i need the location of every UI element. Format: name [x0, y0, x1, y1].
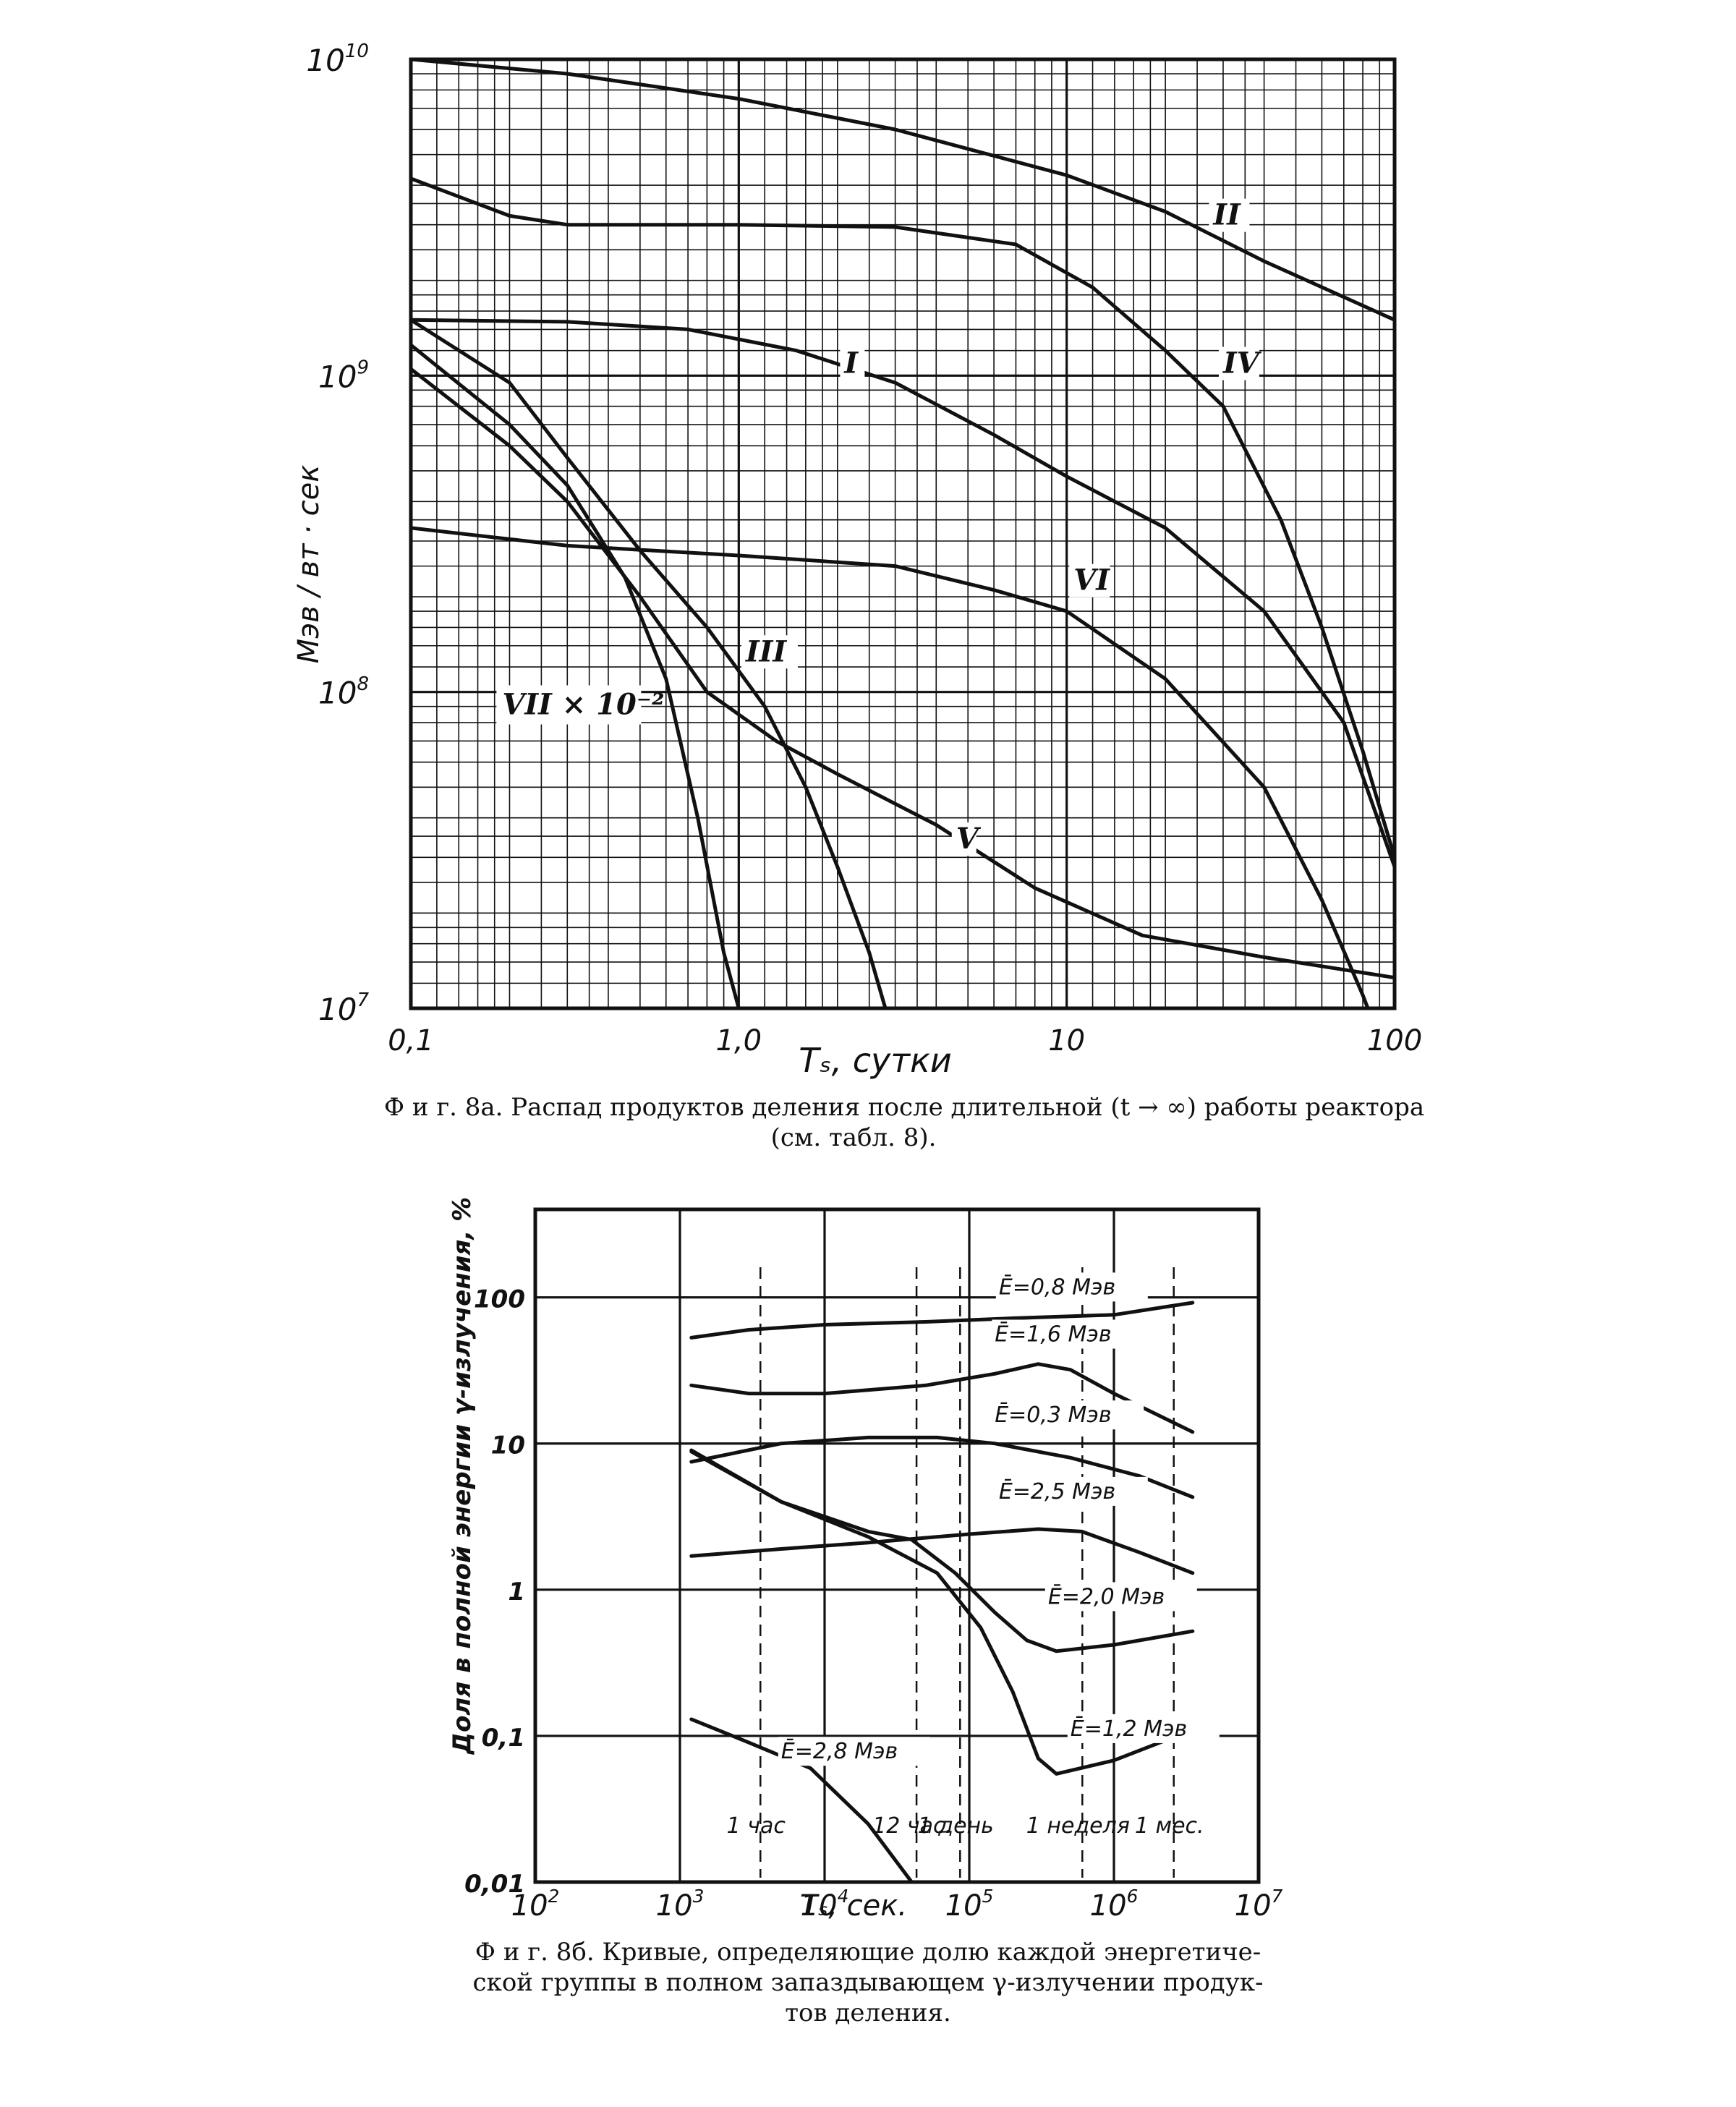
x-tick-label: 105 — [945, 1886, 994, 1923]
label-background — [995, 1476, 1148, 1506]
curve-label: Ē=0,8 Мэв — [999, 1274, 1115, 1300]
series-line-3 — [689, 1435, 1195, 1499]
series-line-3 — [411, 318, 888, 1008]
label-background — [992, 1400, 1144, 1430]
x-tick-label: 107 — [1235, 1886, 1283, 1923]
curve-label: Ē=1,2 Мэв — [1071, 1716, 1187, 1742]
x-tick-label: 104 — [801, 1886, 849, 1923]
caption-8a-line1: Ф и г. 8а. Распад продуктов деления посл… — [384, 1093, 1424, 1122]
curve-label: Ē=1,6 Мэв — [995, 1321, 1111, 1347]
series-line-1 — [689, 1301, 1195, 1340]
gamma-fraction-time-markers: 1 час 12 час.1 день 1 неделя 1 мес. — [727, 1267, 1204, 1878]
series-line-5 — [411, 367, 1395, 980]
label-background — [1069, 563, 1110, 597]
series-line-2 — [689, 1362, 1195, 1434]
label-background — [1044, 1582, 1197, 1612]
curve-label: Ē=2,8 Мэв — [781, 1738, 898, 1764]
curve-label: I — [843, 346, 859, 380]
y-tick-label: 100 — [474, 1285, 525, 1314]
gamma-fraction-chart-curve-labels: Ē=0,8 Мэв Ē=1,6 Мэв Ē=0,3 Мэв Ē=2,5 Мэв Ē=2,… — [778, 1272, 1220, 1766]
curve-label: IV — [1222, 346, 1262, 380]
series-line-4 — [689, 1527, 1195, 1575]
series-line-1 — [411, 318, 1395, 869]
series-line-7 — [689, 1717, 914, 1882]
label-background — [840, 346, 865, 380]
decay-chart-tick-labels: 0,1 1,0 10 100 107 108 109 1010 — [306, 41, 1422, 1057]
x-tick-label: 100 — [1367, 1024, 1422, 1057]
x-tick-label: 10 — [1048, 1024, 1085, 1057]
time-marker-label: 12 час. — [872, 1813, 952, 1839]
curve-label: Ē=2,0 Мэв — [1048, 1583, 1165, 1609]
label-background — [1218, 346, 1259, 380]
curve-label: VI — [1073, 563, 1110, 597]
label-background — [995, 1272, 1148, 1302]
curve-label: Ē=0,3 Мэв — [995, 1402, 1111, 1428]
label-background — [496, 685, 642, 725]
caption-8b-line2: ской группы в полном запаздывающем γ-изл… — [473, 1968, 1264, 1997]
y-tick-label: 10 — [491, 1431, 525, 1460]
series-line-6 — [411, 526, 1370, 1008]
caption-8b-line3: тов деления. — [785, 1999, 951, 2027]
label-background — [951, 822, 977, 856]
time-marker-label: 1 день — [918, 1813, 994, 1839]
y-tick-label: 1 — [508, 1578, 525, 1606]
label-background — [1067, 1714, 1220, 1743]
caption-8b-line1: Ф и г. 8б. Кривые, определяющие долю каж… — [475, 1938, 1261, 1967]
gamma-fraction-chart-curves — [689, 1301, 1195, 1882]
y-tick-label: 0,1 — [482, 1724, 525, 1753]
decay-chart-curves — [411, 59, 1395, 1008]
curve-label: II — [1212, 198, 1241, 232]
curve-label: V — [956, 822, 982, 856]
gamma-fraction-chart: 1 час 12 час.1 день 1 неделя 1 мес. 102 103 1… — [448, 1197, 1283, 2027]
series-line-2 — [411, 59, 1395, 322]
gamma-fraction-y-axis-label: Доля в полной энергии γ-излучения, % — [448, 1197, 477, 1755]
x-tick-label: 106 — [1090, 1886, 1139, 1923]
y-tick-label: 0,01 — [464, 1870, 525, 1899]
x-tick-label: 1,0 — [716, 1024, 762, 1057]
gamma-fraction-x-axis-label: Tₛ, сек. — [800, 1889, 907, 1923]
series-line-7 — [411, 343, 741, 1008]
time-marker-label: 1 мес. — [1135, 1813, 1204, 1839]
gamma-fraction-chart-tick-labels: 102 103 104 105 106 107 0,01 0,1 1 10 100 — [464, 1285, 1282, 1923]
series-line-4 — [411, 176, 1395, 859]
decay-chart-y-axis-label: Мэв / вт · сек — [292, 465, 326, 664]
x-tick-label: 103 — [656, 1886, 705, 1923]
label-background — [992, 1319, 1144, 1349]
caption-8a-line2: (см. табл. 8). — [771, 1123, 937, 1152]
y-tick-label: 109 — [318, 357, 369, 394]
curve-label: Ē=2,5 Мэв — [999, 1478, 1115, 1504]
series-line-5 — [689, 1448, 1195, 1653]
time-marker-label: 1 час — [727, 1813, 786, 1839]
gamma-fraction-chart-frame — [533, 1207, 1261, 1884]
label-background — [778, 1737, 930, 1766]
decay-chart-grid — [411, 59, 1395, 1008]
label-background — [1209, 198, 1250, 232]
label-background — [741, 635, 798, 669]
time-marker-label: 1 неделя — [1026, 1813, 1130, 1839]
y-tick-label: 107 — [318, 989, 369, 1027]
x-tick-label: 0,1 — [388, 1024, 434, 1057]
series-line-6 — [689, 1450, 1195, 1776]
decay-chart-frame — [409, 57, 1397, 1010]
y-tick-label: 1010 — [306, 41, 369, 78]
curve-label: VII × 10⁻² — [502, 688, 664, 722]
curve-label: III — [745, 634, 787, 668]
y-tick-label: 108 — [318, 673, 369, 711]
decay-chart-x-axis-label: Tₛ, сутки — [799, 1041, 952, 1080]
x-tick-label: 102 — [511, 1886, 560, 1923]
